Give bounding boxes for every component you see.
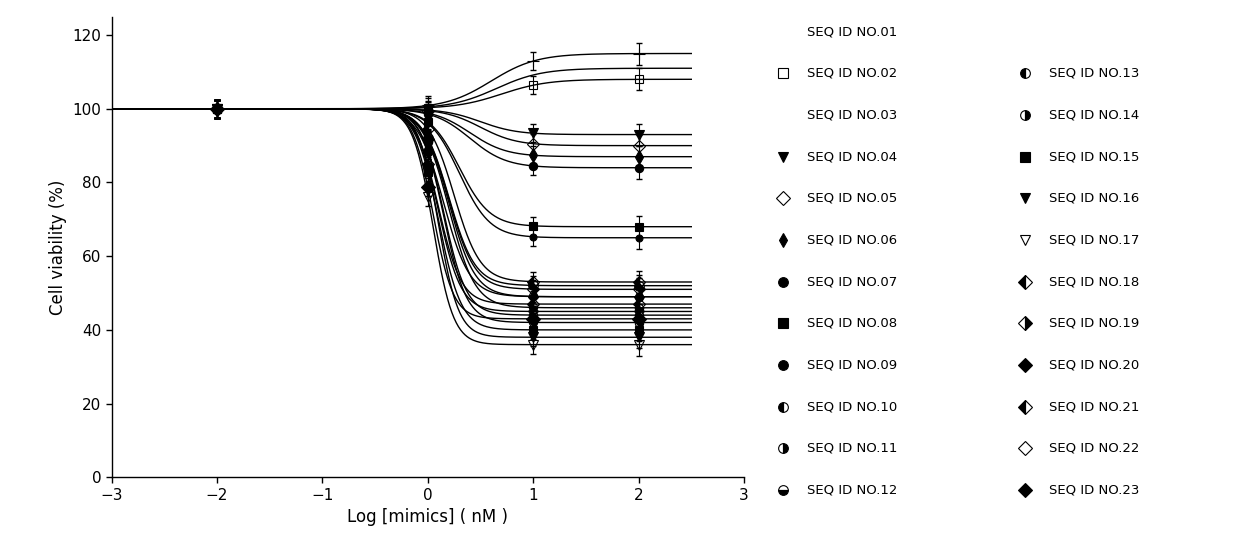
X-axis label: Log [mimics] ( nM ): Log [mimics] ( nM ) bbox=[347, 508, 508, 526]
Text: SEQ ID NO.01: SEQ ID NO.01 bbox=[807, 25, 898, 38]
Text: SEQ ID NO.19: SEQ ID NO.19 bbox=[1049, 317, 1140, 330]
Text: SEQ ID NO.06: SEQ ID NO.06 bbox=[807, 234, 898, 246]
Text: SEQ ID NO.04: SEQ ID NO.04 bbox=[807, 150, 898, 163]
Text: SEQ ID NO.18: SEQ ID NO.18 bbox=[1049, 275, 1140, 288]
Text: SEQ ID NO.13: SEQ ID NO.13 bbox=[1049, 67, 1140, 80]
Text: SEQ ID NO.10: SEQ ID NO.10 bbox=[807, 400, 898, 413]
Text: SEQ ID NO.14: SEQ ID NO.14 bbox=[1049, 108, 1140, 122]
Text: SEQ ID NO.07: SEQ ID NO.07 bbox=[807, 275, 898, 288]
Text: SEQ ID NO.17: SEQ ID NO.17 bbox=[1049, 234, 1140, 246]
Text: SEQ ID NO.21: SEQ ID NO.21 bbox=[1049, 400, 1140, 413]
Text: SEQ ID NO.23: SEQ ID NO.23 bbox=[1049, 483, 1140, 496]
Text: SEQ ID NO.11: SEQ ID NO.11 bbox=[807, 442, 898, 455]
Text: SEQ ID NO.05: SEQ ID NO.05 bbox=[807, 192, 898, 205]
Text: SEQ ID NO.15: SEQ ID NO.15 bbox=[1049, 150, 1140, 163]
Y-axis label: Cell viability (%): Cell viability (%) bbox=[48, 179, 67, 315]
Text: SEQ ID NO.09: SEQ ID NO.09 bbox=[807, 359, 898, 371]
Text: SEQ ID NO.22: SEQ ID NO.22 bbox=[1049, 442, 1140, 455]
Text: SEQ ID NO.03: SEQ ID NO.03 bbox=[807, 108, 898, 122]
Text: SEQ ID NO.12: SEQ ID NO.12 bbox=[807, 483, 898, 496]
Text: SEQ ID NO.02: SEQ ID NO.02 bbox=[807, 67, 898, 80]
Text: SEQ ID NO.16: SEQ ID NO.16 bbox=[1049, 192, 1140, 205]
Text: SEQ ID NO.08: SEQ ID NO.08 bbox=[807, 317, 898, 330]
Text: SEQ ID NO.20: SEQ ID NO.20 bbox=[1049, 359, 1140, 371]
